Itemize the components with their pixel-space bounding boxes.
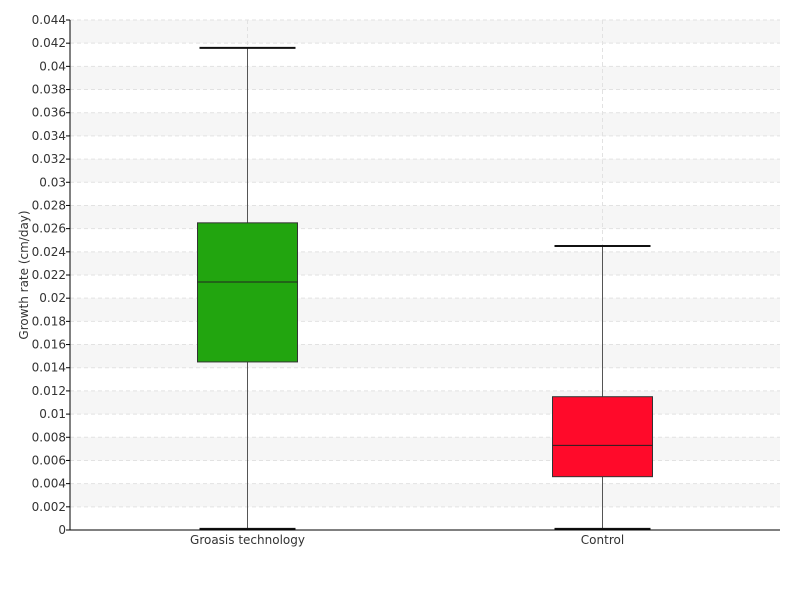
y-tick-label: 0.036 [32, 106, 66, 120]
y-tick-label: 0.02 [39, 291, 66, 305]
grid-band [70, 205, 780, 229]
y-tick-label: 0.03 [39, 175, 66, 189]
y-tick-label: 0.024 [32, 245, 66, 259]
y-tick-label: 0.034 [32, 129, 66, 143]
y-tick-label: 0.014 [32, 361, 66, 375]
iqr-box [197, 222, 298, 363]
y-tick-label: 0.026 [32, 222, 66, 236]
y-axis-title: Growth rate (cm/day) [17, 210, 31, 339]
box-group [197, 46, 298, 530]
y-tick-label: 0.016 [32, 338, 66, 352]
y-tick-label: 0.01 [39, 407, 66, 421]
grid-band [70, 20, 780, 44]
y-ticks: 0 0.002 0.004 0.006 0.008 0.01 0.012 0.014 0.016… [32, 13, 70, 537]
grid-band [70, 390, 780, 415]
boxes [197, 46, 653, 530]
y-tick-label: 0.044 [32, 13, 66, 27]
x-category-labels: Groasis technology Control [190, 533, 624, 547]
grid-band [70, 344, 780, 368]
grid-band [70, 159, 780, 183]
grid-band [70, 483, 780, 507]
y-tick-label: 0.022 [32, 268, 66, 282]
y-tick-label: 0.04 [39, 59, 66, 73]
y-tick-label: 0.028 [32, 198, 66, 212]
grid-band [70, 66, 780, 90]
y-tick-label: 0.008 [32, 430, 66, 444]
y-tick-label: 0.018 [32, 314, 66, 328]
x-category-label: Control [581, 533, 624, 547]
plot-background-bands [70, 20, 780, 507]
grid-band [70, 251, 780, 275]
gridlines [70, 19, 780, 530]
grid-band [70, 298, 780, 322]
grid-band [70, 112, 780, 136]
box-group [552, 245, 653, 530]
y-tick-label: 0.038 [32, 83, 66, 97]
grid-band [70, 437, 780, 461]
y-tick-label: 0.004 [32, 477, 66, 491]
x-category-label: Groasis technology [190, 533, 305, 547]
y-tick-label: 0 [58, 523, 66, 537]
y-tick-label: 0.032 [32, 152, 66, 166]
y-tick-label: 0.006 [32, 453, 66, 467]
y-tick-label: 0.042 [32, 36, 66, 50]
y-tick-label: 0.012 [32, 384, 66, 398]
iqr-box [552, 396, 653, 478]
y-tick-label: 0.002 [32, 500, 66, 514]
